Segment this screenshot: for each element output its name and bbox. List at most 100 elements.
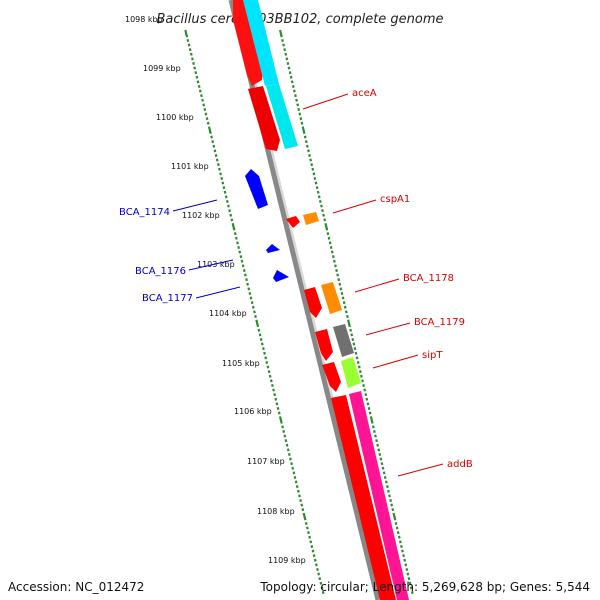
gene-label[interactable]: BCA_1178 bbox=[403, 273, 454, 284]
tick-mark bbox=[302, 512, 306, 519]
tick-mark bbox=[370, 420, 374, 424]
tick-mark bbox=[282, 429, 286, 433]
feature-arrow-red bbox=[322, 362, 341, 392]
tick-mark bbox=[307, 531, 310, 535]
tick-mark bbox=[405, 567, 409, 571]
gene-feature-BCA-1179[interactable] bbox=[315, 324, 354, 361]
tick-mark bbox=[324, 222, 328, 229]
tick-mark bbox=[253, 310, 256, 314]
feature-bar-red bbox=[331, 395, 396, 600]
tick-mark bbox=[284, 52, 288, 56]
scale-label: 1107 kbp bbox=[247, 457, 285, 466]
tick-mark bbox=[240, 259, 244, 263]
scale-label: 1101 kbp bbox=[171, 162, 209, 171]
scale-labels: 1098 kbp 1099 kbp 1100 kbp 1101 kbp 1102 kbp… bbox=[125, 15, 306, 565]
scale-label: 1100 kbp bbox=[156, 113, 194, 122]
tick-mark bbox=[312, 172, 316, 176]
gene-label[interactable]: BCA_1174 bbox=[119, 207, 170, 218]
tick-mark bbox=[306, 144, 309, 148]
tick-mark bbox=[346, 314, 349, 318]
tick-mark bbox=[293, 475, 297, 479]
tick-mark bbox=[398, 540, 402, 544]
gene-label[interactable]: BCA_1179 bbox=[414, 317, 465, 328]
tick-mark bbox=[264, 356, 268, 360]
tick-mark bbox=[277, 411, 281, 415]
tick-mark bbox=[390, 503, 394, 507]
gene-label[interactable]: addB bbox=[447, 459, 473, 470]
tick-mark bbox=[258, 333, 262, 337]
gene-labels: aceA cspA1 BCA_1178 BCA_1179 sipT addB BCA_117… bbox=[119, 88, 473, 470]
gene-feature-BCA-1174[interactable] bbox=[245, 169, 268, 209]
tick-mark bbox=[313, 176, 317, 180]
tick-mark bbox=[231, 222, 235, 229]
tick-mark bbox=[255, 319, 259, 326]
tick-mark bbox=[278, 29, 283, 36]
tick-mark bbox=[289, 457, 292, 461]
tick-mark bbox=[361, 379, 364, 383]
gene-label[interactable]: BCA_1176 bbox=[135, 266, 186, 277]
gene-label[interactable]: BCA_1177 bbox=[142, 293, 193, 304]
tick-mark bbox=[241, 264, 245, 268]
tick-mark bbox=[315, 563, 318, 567]
tick-mark bbox=[299, 117, 303, 121]
gene-feature-cspA1[interactable] bbox=[286, 212, 319, 228]
tick-mark bbox=[196, 80, 200, 84]
tick-mark bbox=[289, 75, 293, 79]
tick-mark bbox=[307, 149, 310, 153]
tick-mark bbox=[326, 232, 330, 236]
tick-mark bbox=[384, 480, 388, 484]
gene-label[interactable]: cspA1 bbox=[380, 194, 410, 205]
tick-mark bbox=[317, 572, 321, 576]
tick-mark bbox=[221, 181, 225, 185]
tick-mark bbox=[356, 360, 360, 364]
tick-mark bbox=[348, 324, 351, 328]
tick-mark bbox=[380, 462, 384, 466]
feature-bar-green bbox=[341, 357, 361, 388]
tick-mark bbox=[246, 282, 250, 286]
inner-tick-track bbox=[184, 29, 325, 594]
gene-label[interactable]: aceA bbox=[352, 88, 377, 99]
tick-mark bbox=[311, 167, 315, 171]
tick-mark bbox=[229, 213, 233, 217]
scale-label: 1098 kbp bbox=[125, 15, 163, 24]
tick-mark bbox=[273, 393, 277, 397]
tick-mark bbox=[362, 383, 365, 387]
tick-mark bbox=[300, 503, 304, 507]
tick-mark bbox=[353, 347, 357, 351]
tick-mark bbox=[222, 186, 226, 190]
tick-mark bbox=[249, 296, 253, 300]
tick-mark bbox=[203, 107, 207, 111]
tick-mark bbox=[341, 296, 345, 300]
tick-mark bbox=[330, 250, 334, 254]
gene-feature-addB[interactable] bbox=[331, 391, 409, 600]
gene-feature-BCA-1177[interactable] bbox=[273, 270, 289, 282]
tick-mark bbox=[195, 75, 199, 79]
tick-mark bbox=[303, 517, 307, 521]
tick-mark bbox=[391, 508, 395, 512]
tick-mark bbox=[312, 554, 316, 558]
tick-mark bbox=[352, 342, 356, 346]
tick-mark bbox=[189, 52, 193, 56]
gene-feature-sipT[interactable] bbox=[322, 357, 361, 392]
gene-label[interactable]: sipT bbox=[422, 350, 443, 361]
gene-feature-BCA-1176[interactable] bbox=[266, 244, 280, 253]
tick-mark bbox=[309, 158, 312, 162]
tick-mark bbox=[342, 301, 346, 305]
tick-mark bbox=[215, 158, 219, 162]
gene-feature-BCA-1178[interactable] bbox=[304, 282, 342, 318]
tick-mark bbox=[295, 485, 299, 489]
tick-mark bbox=[328, 241, 332, 245]
tick-mark bbox=[193, 66, 197, 70]
tick-mark bbox=[349, 328, 352, 332]
tick-mark bbox=[308, 153, 311, 157]
tick-mark bbox=[360, 374, 363, 378]
tick-mark bbox=[194, 71, 198, 75]
tick-mark bbox=[401, 549, 404, 553]
scale-label: 1103 kbp bbox=[197, 260, 235, 269]
tick-mark bbox=[304, 521, 308, 525]
tick-mark bbox=[204, 112, 208, 116]
tick-mark bbox=[331, 255, 335, 259]
tick-mark bbox=[234, 236, 238, 240]
gene-feature-aceA[interactable] bbox=[233, 0, 298, 151]
